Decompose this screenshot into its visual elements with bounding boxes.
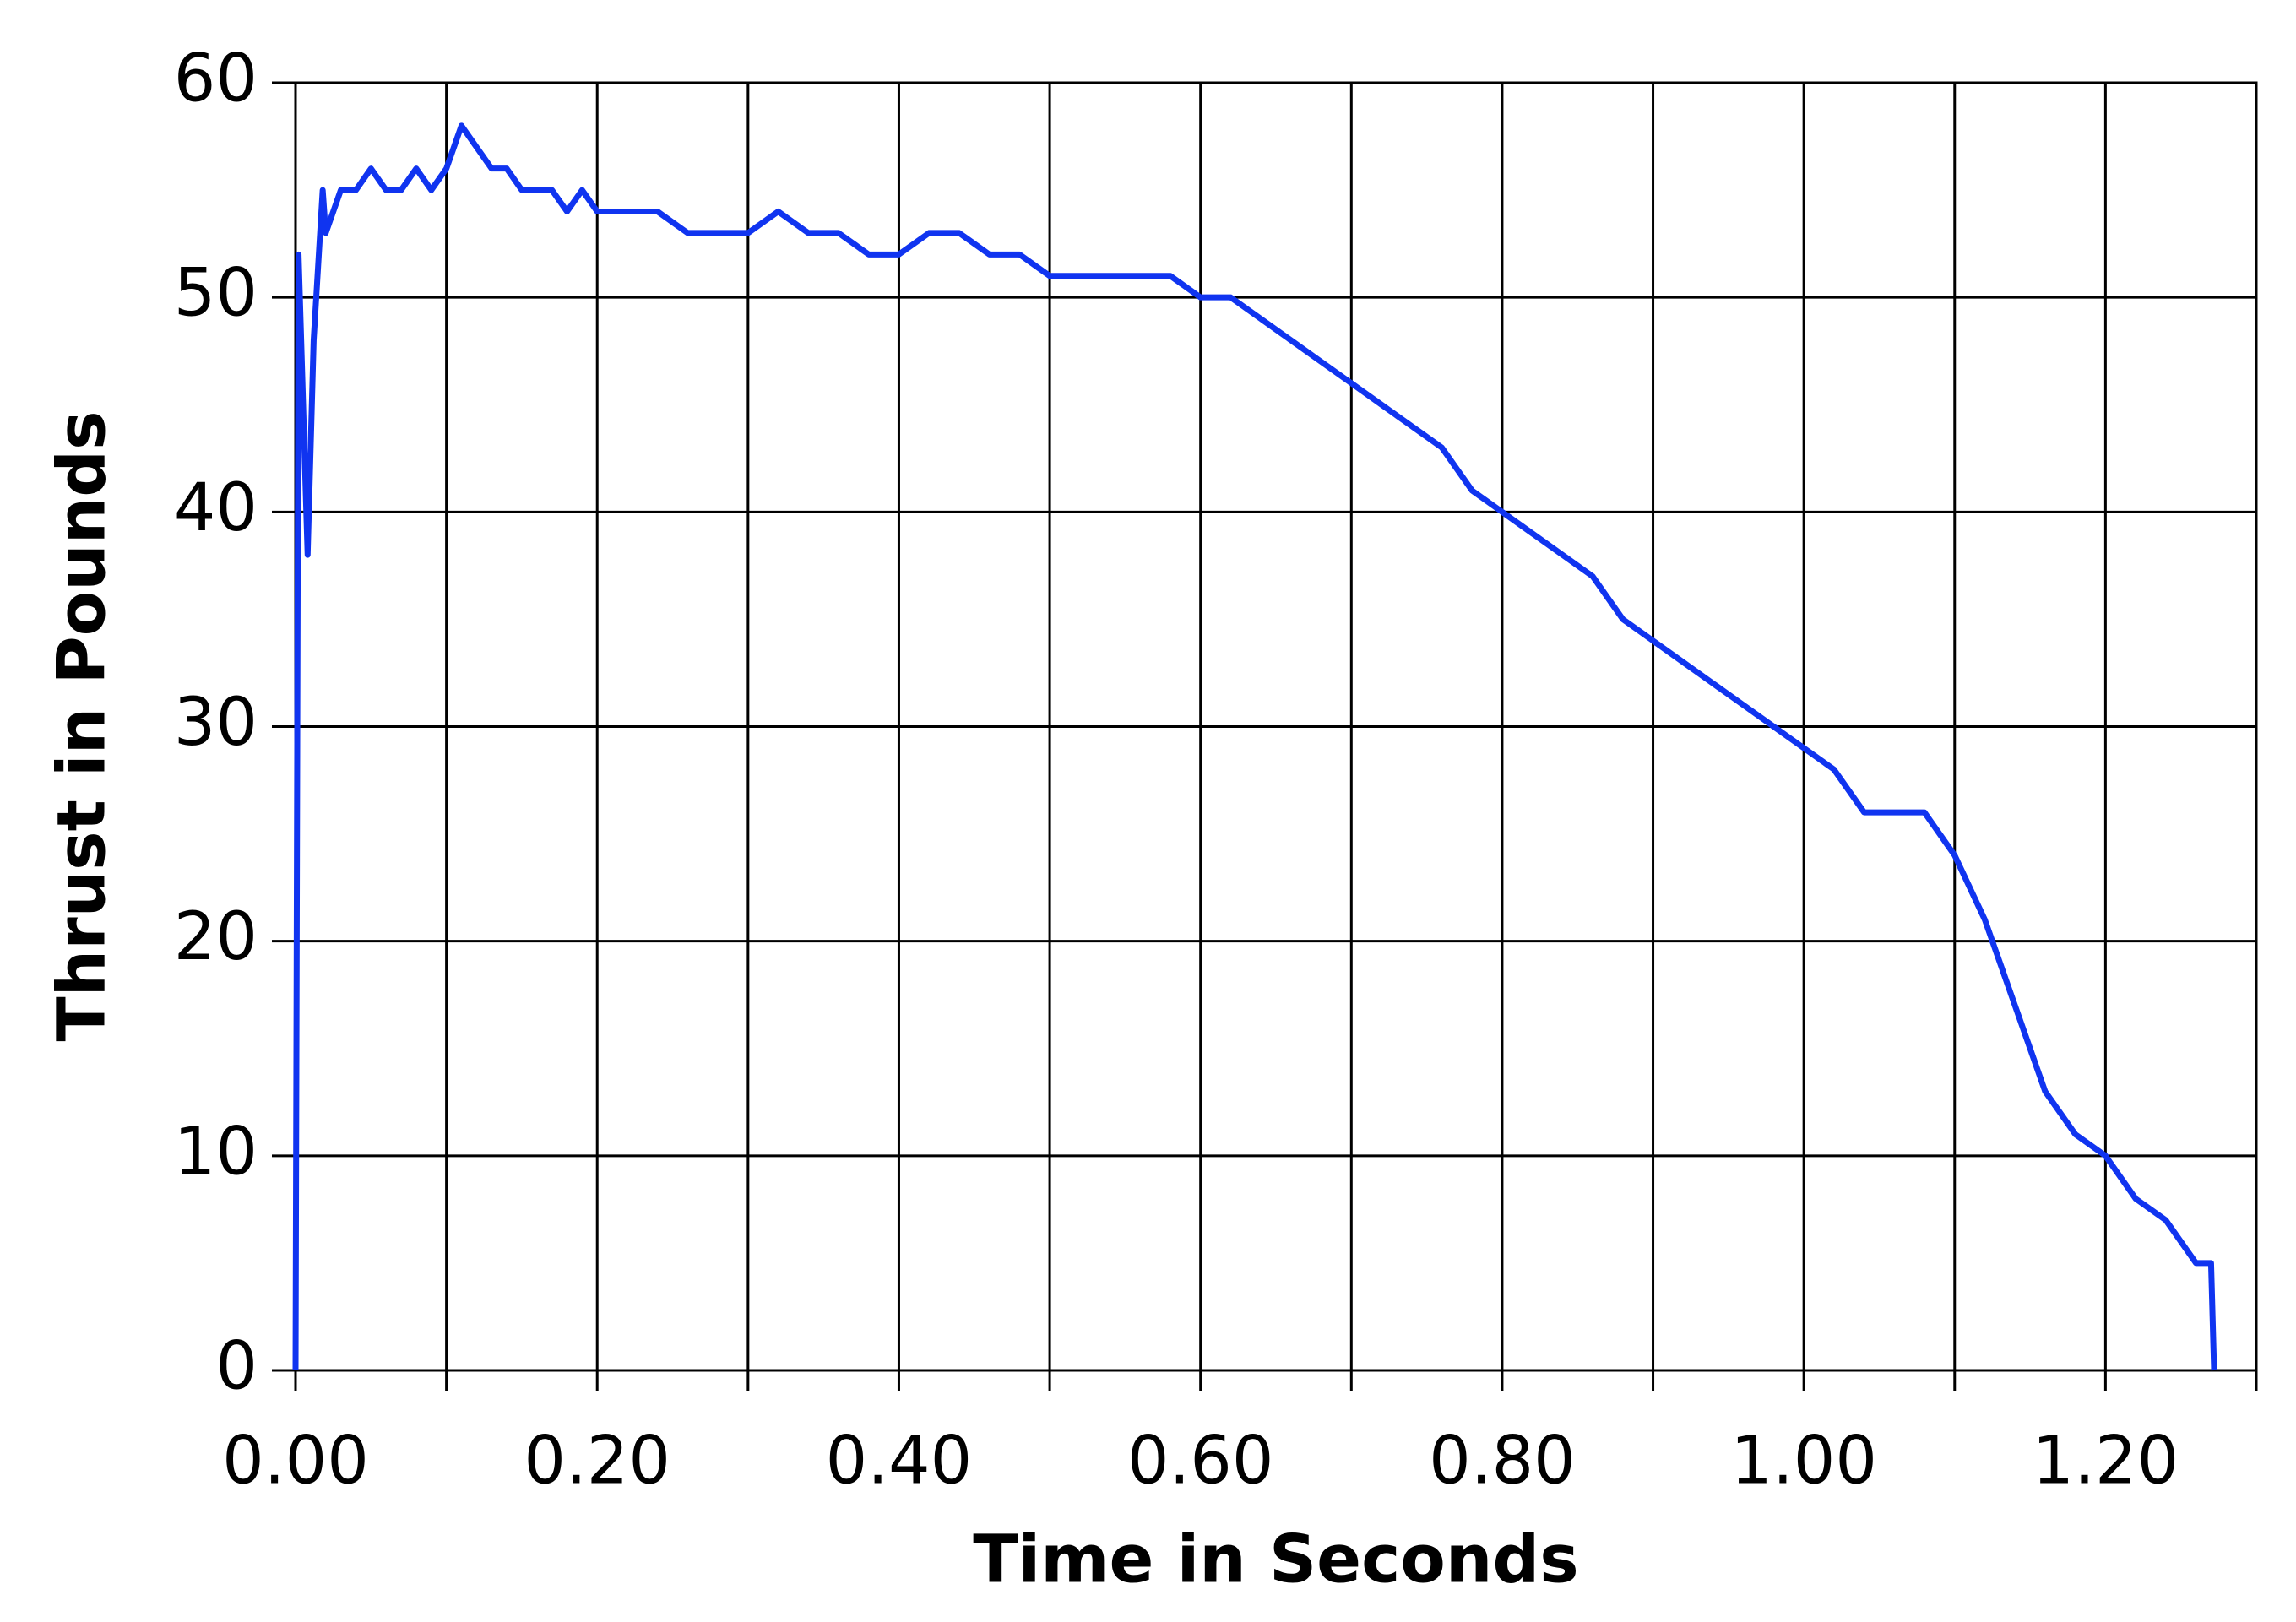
- x-tick-label: 0.60: [1127, 1423, 1274, 1499]
- x-tick-label: 1.20: [2033, 1423, 2179, 1499]
- x-tick-label: 1.00: [1730, 1423, 1877, 1499]
- y-tick-label: 0: [215, 1328, 258, 1404]
- x-tick-label: 0.00: [222, 1423, 369, 1499]
- y-tick-label: 60: [174, 41, 258, 117]
- x-tick-label: 0.40: [826, 1423, 973, 1499]
- x-axis-title: Time in Seconds: [973, 1522, 1578, 1598]
- x-tick-label: 0.20: [524, 1423, 670, 1499]
- y-tick-label: 50: [174, 256, 258, 332]
- y-tick-label: 10: [174, 1114, 258, 1190]
- line-series: [292, 122, 2217, 1371]
- y-tick-label: 30: [174, 685, 258, 761]
- y-tick-label: 40: [174, 470, 258, 546]
- y-axis-title: Thrust in Pounds: [44, 410, 120, 1041]
- y-tick-label: 20: [174, 899, 258, 975]
- x-tick-label: 0.80: [1429, 1423, 1576, 1499]
